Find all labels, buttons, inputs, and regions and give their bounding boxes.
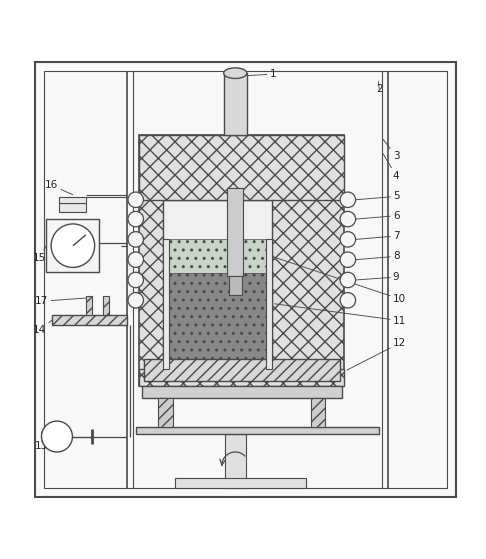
Text: 13: 13 — [35, 432, 49, 451]
Text: 10: 10 — [275, 257, 406, 304]
Circle shape — [128, 231, 143, 247]
Bar — [44, 71, 447, 488]
Text: 4: 4 — [383, 154, 399, 181]
Bar — [139, 369, 345, 386]
Bar — [163, 239, 169, 369]
Bar — [144, 359, 340, 381]
Text: 12: 12 — [347, 338, 406, 370]
Bar — [35, 62, 455, 497]
Circle shape — [340, 252, 356, 267]
Text: 14: 14 — [33, 320, 52, 335]
Text: 11: 11 — [275, 304, 406, 325]
Ellipse shape — [224, 68, 247, 78]
Bar — [266, 239, 272, 369]
Bar — [141, 386, 342, 398]
Bar — [228, 276, 242, 295]
Text: 9: 9 — [356, 272, 399, 282]
Bar — [59, 203, 86, 212]
Bar — [52, 315, 127, 325]
Circle shape — [51, 224, 95, 267]
Text: 1: 1 — [230, 69, 276, 79]
Bar — [136, 427, 380, 434]
Bar — [86, 296, 92, 315]
Text: 3: 3 — [383, 139, 399, 162]
Bar — [225, 434, 246, 488]
Bar — [227, 188, 243, 276]
Bar — [139, 135, 345, 386]
Bar — [163, 200, 272, 369]
Bar — [167, 273, 268, 363]
Circle shape — [128, 211, 143, 227]
Bar — [311, 398, 325, 427]
Circle shape — [340, 211, 356, 227]
Circle shape — [128, 292, 143, 308]
Bar — [46, 219, 100, 272]
Text: 16: 16 — [45, 180, 73, 195]
Circle shape — [340, 272, 356, 288]
Circle shape — [340, 192, 356, 207]
Bar — [139, 135, 345, 200]
Bar — [167, 239, 268, 276]
Bar — [103, 296, 109, 315]
Circle shape — [340, 231, 356, 247]
Circle shape — [128, 272, 143, 288]
Circle shape — [340, 292, 356, 308]
Bar — [59, 197, 86, 203]
Bar — [158, 398, 173, 427]
Circle shape — [128, 192, 143, 207]
Text: 6: 6 — [356, 211, 399, 221]
Bar — [224, 73, 247, 135]
Text: 15: 15 — [33, 245, 46, 263]
Text: 8: 8 — [356, 252, 399, 261]
Circle shape — [128, 252, 143, 267]
Text: 17: 17 — [35, 296, 88, 306]
Text: 5: 5 — [356, 191, 399, 201]
Text: 2: 2 — [376, 82, 382, 93]
Circle shape — [41, 421, 72, 452]
Text: 7: 7 — [356, 231, 399, 241]
Bar — [175, 477, 306, 488]
